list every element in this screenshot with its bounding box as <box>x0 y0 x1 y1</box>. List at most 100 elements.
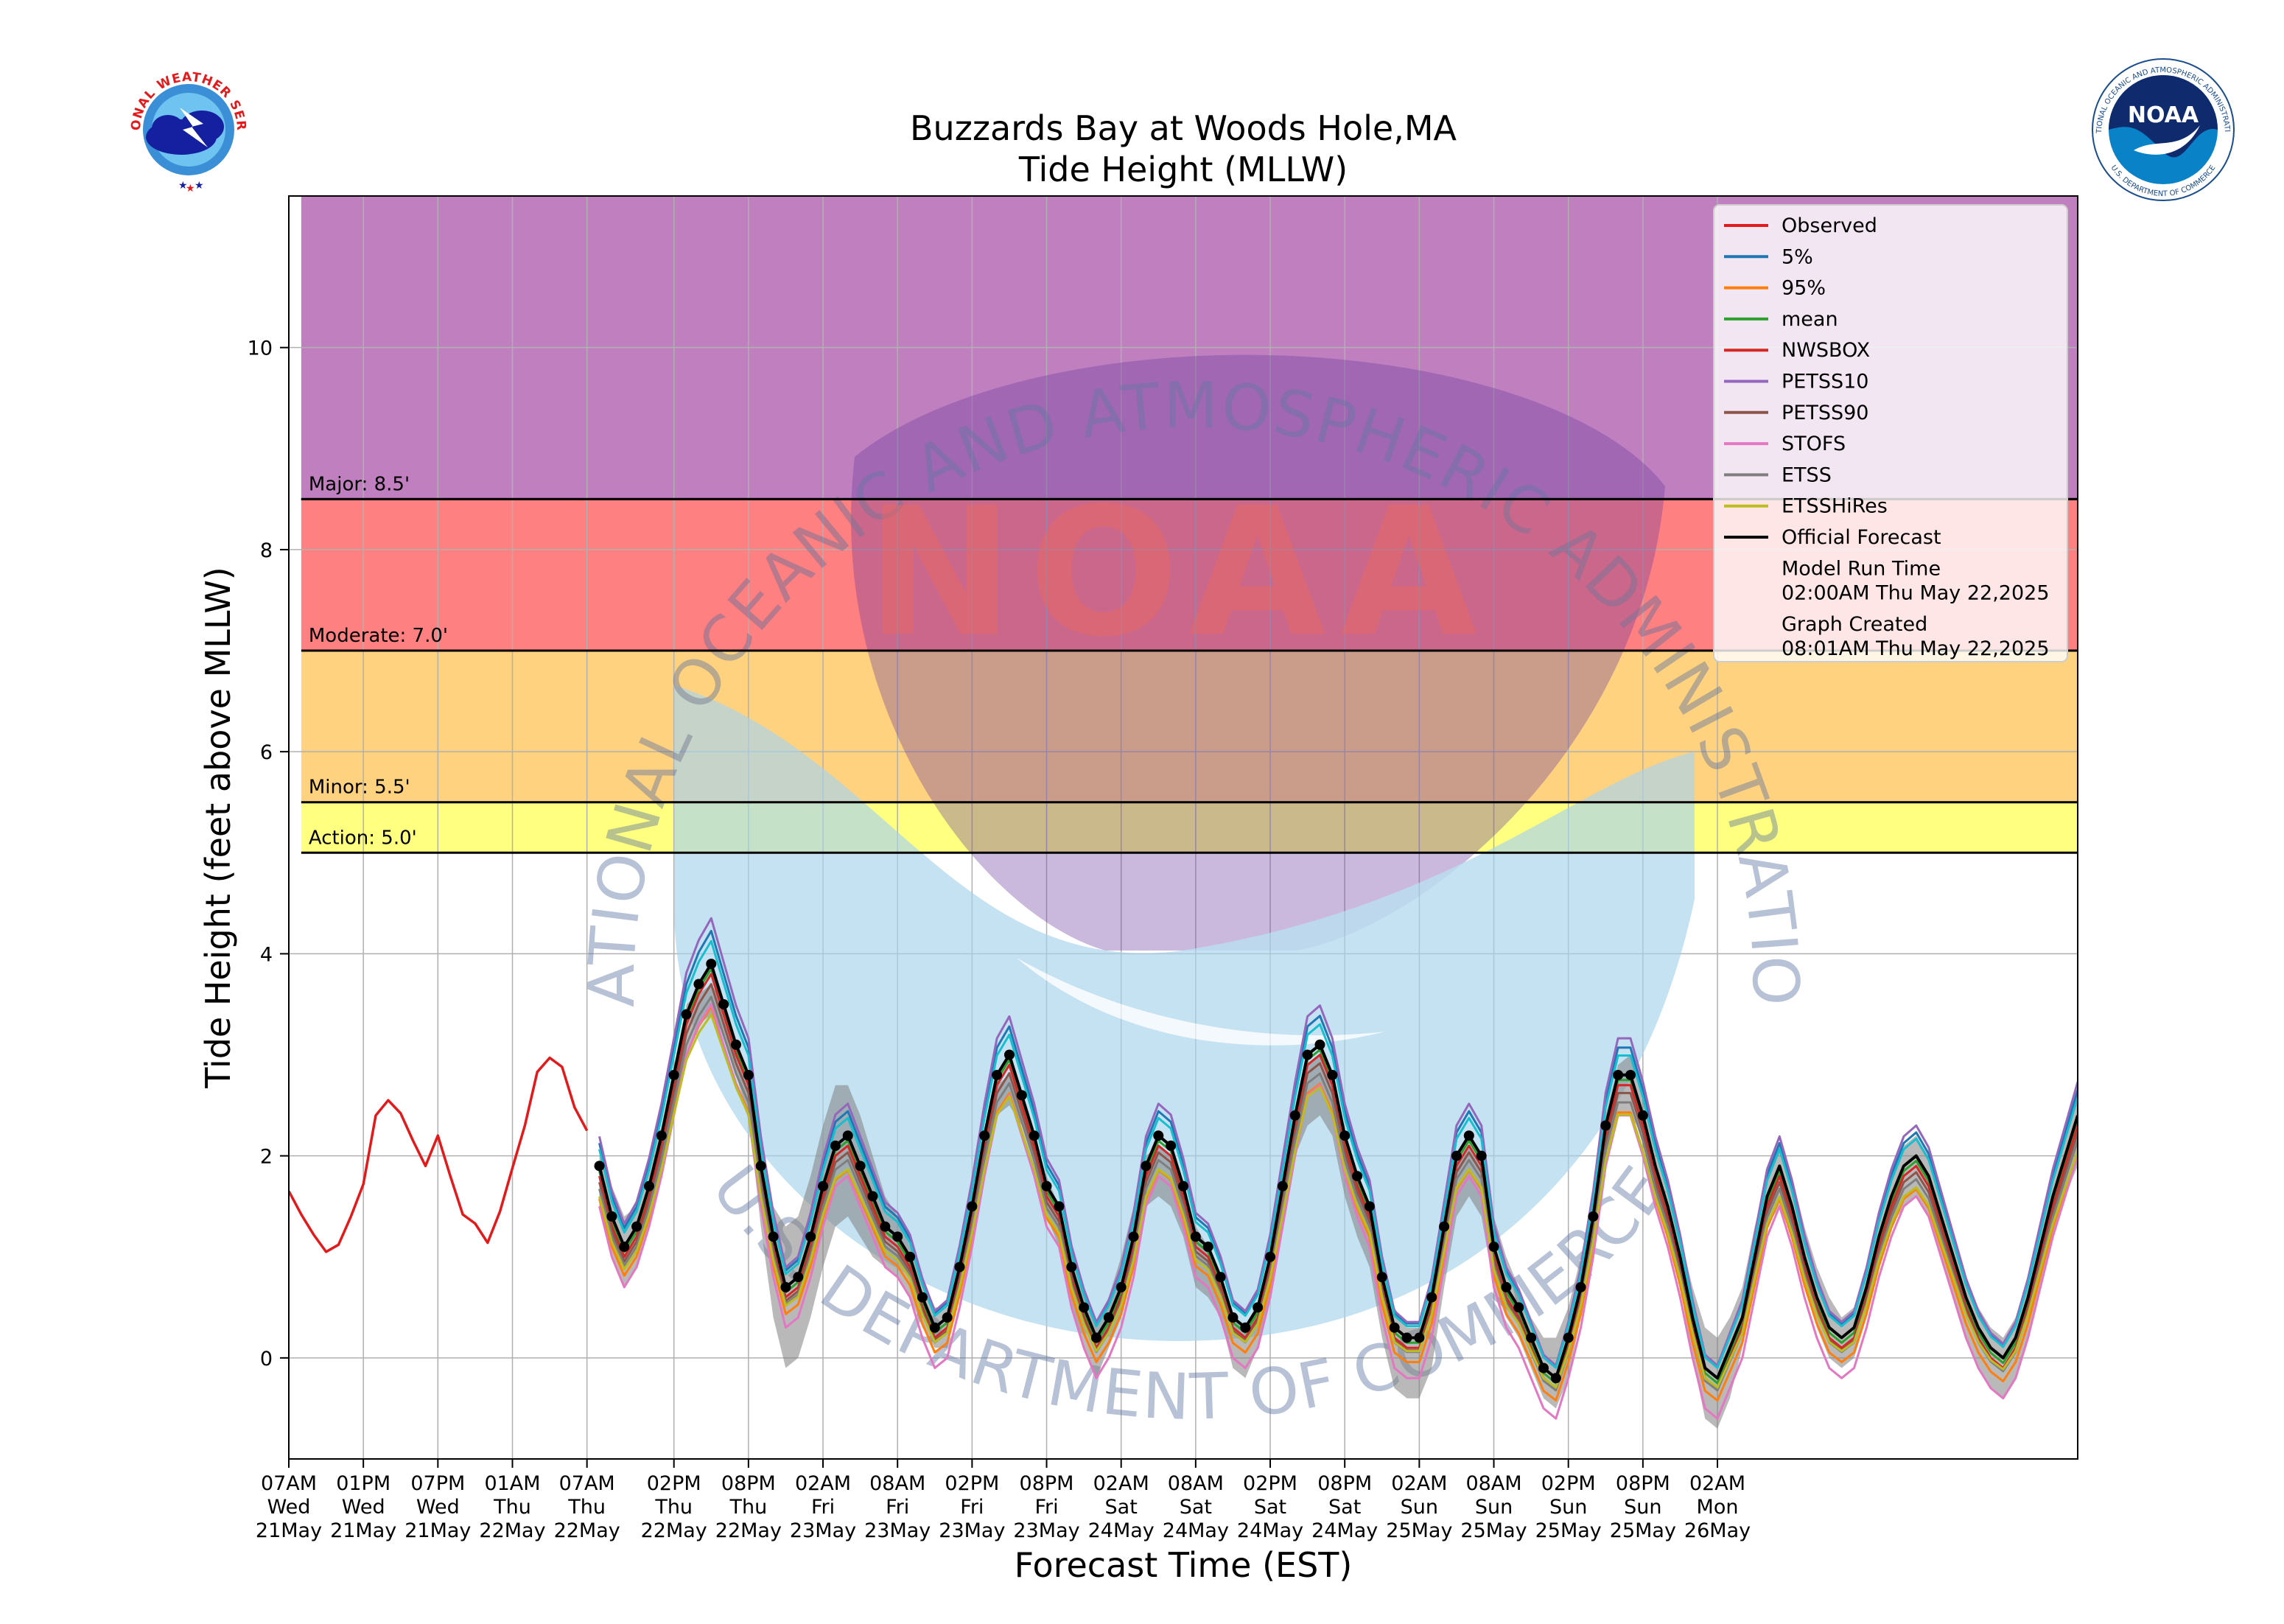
x-tick-label: Sun <box>1475 1496 1513 1519</box>
flood-label-minor: Minor: 5.5' <box>309 777 410 799</box>
official-forecast-point <box>842 1130 853 1141</box>
legend-label-nwsbox: NWSBOX <box>1782 339 1870 362</box>
x-tick-label: 08AM <box>869 1472 925 1495</box>
official-forecast-point <box>1079 1302 1090 1313</box>
y-tick-label: 6 <box>260 741 273 764</box>
official-forecast-point <box>1538 1362 1549 1373</box>
x-tick-label: 24May <box>1311 1519 1378 1542</box>
x-tick-label: Wed <box>342 1496 385 1519</box>
y-tick-label: 0 <box>260 1348 273 1371</box>
x-tick-label: Sat <box>1105 1496 1138 1519</box>
x-tick-label: 02AM <box>1689 1472 1745 1495</box>
official-forecast-point <box>1637 1110 1648 1121</box>
official-forecast-point <box>1103 1312 1114 1323</box>
official-forecast-point <box>954 1261 965 1273</box>
x-tick-label: Thu <box>493 1496 531 1519</box>
x-tick-label: 08AM <box>1168 1472 1224 1495</box>
x-tick-label: Sat <box>1328 1496 1361 1519</box>
official-forecast-point <box>718 998 729 1009</box>
legend-graph-created-value: 08:01AM Thu May 22,2025 <box>1782 637 2050 660</box>
x-tick-label: 02PM <box>647 1472 701 1495</box>
official-forecast-point <box>867 1191 878 1202</box>
x-tick-label: 24May <box>1163 1519 1229 1542</box>
x-tick-label: Sun <box>1401 1496 1438 1519</box>
x-tick-label: Sat <box>1180 1496 1212 1519</box>
flood-label-action: Action: 5.0' <box>309 827 417 849</box>
official-forecast-point <box>1575 1281 1586 1292</box>
official-forecast-point <box>1141 1161 1152 1172</box>
official-forecast-point <box>1550 1373 1561 1384</box>
official-forecast-point <box>1501 1281 1512 1292</box>
official-forecast-point <box>793 1272 804 1283</box>
flood-band-minor <box>301 651 2078 802</box>
x-tick-label: 26May <box>1684 1519 1751 1542</box>
x-tick-label: 21May <box>256 1519 322 1542</box>
legend-label-etss: ETSS <box>1782 463 1832 486</box>
official-forecast-point <box>1414 1332 1425 1343</box>
x-tick-label: 22May <box>554 1519 620 1542</box>
official-forecast-point <box>905 1251 916 1262</box>
official-forecast-point <box>1563 1332 1574 1343</box>
official-forecast-point <box>1476 1150 1487 1161</box>
y-axis-label: Tide Height (feet above MLLW) <box>198 567 238 1089</box>
legend-label-stofs: STOFS <box>1782 433 1846 455</box>
official-forecast-point <box>1439 1221 1450 1232</box>
official-forecast-point <box>992 1069 1003 1080</box>
series-line-5- <box>598 929 2078 1368</box>
y-axis: 0 2 4 6 8 10 <box>248 337 289 1371</box>
x-tick-label: 24May <box>1088 1519 1155 1542</box>
x-tick-label: Mon <box>1697 1496 1739 1519</box>
legend-box <box>1713 204 2068 662</box>
x-tick-label: Thu <box>567 1496 606 1519</box>
official-forecast-point <box>693 979 704 990</box>
official-forecast-point <box>1314 1039 1325 1050</box>
x-tick-label: 21May <box>330 1519 396 1542</box>
legend-label-95-: 95% <box>1782 277 1826 300</box>
chart-title: Buzzards Bay at Woods Hole,MA <box>910 108 1457 148</box>
x-tick-label: 08PM <box>1317 1472 1372 1495</box>
official-forecast-point <box>1513 1302 1524 1313</box>
svg-text:★: ★ <box>178 180 188 192</box>
y-tick-label: 8 <box>260 539 273 562</box>
official-forecast-point <box>1600 1120 1611 1131</box>
series-lines <box>289 917 2078 1429</box>
x-tick-label: 08PM <box>1616 1472 1670 1495</box>
x-tick-label: 08PM <box>1020 1472 1074 1495</box>
x-tick-label: Wed <box>267 1496 311 1519</box>
x-tick-label: 02PM <box>1243 1472 1297 1495</box>
official-forecast-point <box>643 1180 654 1191</box>
official-forecast-point <box>1253 1302 1264 1313</box>
x-tick-label: 25May <box>1460 1519 1527 1542</box>
noaa-logo-text: NOAA <box>2128 102 2199 128</box>
official-forecast-point <box>768 1231 779 1242</box>
official-forecast-point <box>780 1281 791 1292</box>
official-forecast-point <box>606 1211 617 1222</box>
official-forecast-point <box>1041 1180 1052 1191</box>
x-tick-label: Sun <box>1624 1496 1661 1519</box>
x-tick-label: 07PM <box>410 1472 465 1495</box>
x-tick-label: 22May <box>479 1519 545 1542</box>
official-forecast-point <box>1115 1281 1127 1292</box>
lightning-icon <box>180 108 208 147</box>
official-forecast-point <box>656 1130 667 1141</box>
official-forecast-point <box>830 1140 841 1151</box>
official-forecast-point <box>594 1161 605 1172</box>
official-forecast-point <box>1029 1130 1040 1141</box>
official-forecast-point <box>1153 1130 1164 1141</box>
x-tick-label: 22May <box>715 1519 782 1542</box>
x-tick-label: 01AM <box>484 1472 540 1495</box>
official-forecast-point <box>1277 1180 1288 1191</box>
x-tick-label: 02AM <box>1391 1472 1447 1495</box>
x-tick-label: 21May <box>404 1519 471 1542</box>
series-line-petss10 <box>598 917 2078 1367</box>
official-forecast-point <box>1166 1140 1177 1151</box>
official-forecast-point <box>1389 1322 1400 1333</box>
x-tick-label: 08PM <box>721 1472 776 1495</box>
x-tick-label: Wed <box>416 1496 460 1519</box>
nws-logo: NATIONAL WEATHER SERVICE ★ ★ ★ <box>129 70 248 195</box>
x-tick-label: Thu <box>654 1496 693 1519</box>
legend: Observed 5% 95% mean NWSBOX PETSS10 PETSS90 STO… <box>1713 204 2068 662</box>
x-tick-label: 25May <box>1386 1519 1452 1542</box>
official-forecast-point <box>1265 1251 1276 1262</box>
